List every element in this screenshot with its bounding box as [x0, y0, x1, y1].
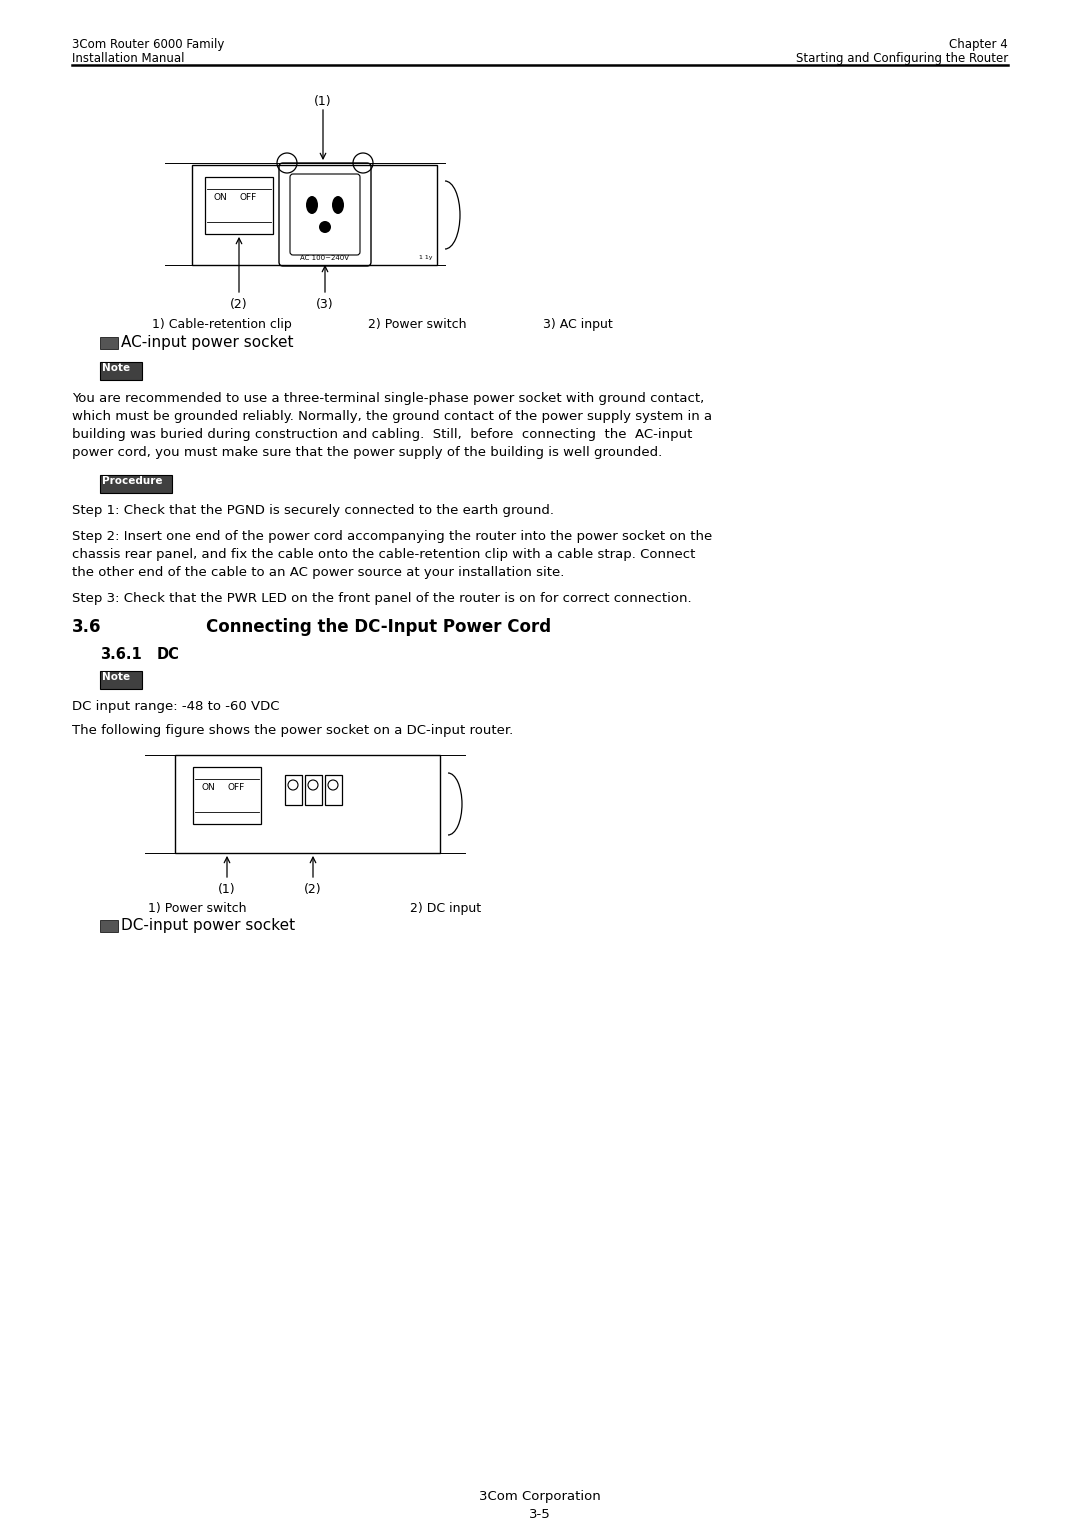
Text: 3Com Router 6000 Family: 3Com Router 6000 Family [72, 38, 225, 50]
Bar [100, 919, 118, 931]
Text: DC: DC [157, 647, 180, 663]
Text: AC 100~240V: AC 100~240V [300, 255, 350, 261]
Text: (2): (2) [230, 298, 247, 312]
Ellipse shape [319, 221, 330, 234]
Text: You are recommended to use a three-terminal single-phase power socket with groun: You are recommended to use a three-termi… [72, 392, 704, 405]
Text: Step 2: Insert one end of the power cord accompanying the router into the power : Step 2: Insert one end of the power cord… [72, 530, 712, 544]
Text: OFF: OFF [239, 192, 256, 202]
Text: 1) Cable-retention clip: 1) Cable-retention clip [152, 318, 292, 331]
Text: Step 1: Check that the PGND is securely connected to the earth ground.: Step 1: Check that the PGND is securely … [72, 504, 554, 518]
Text: 3) AC input: 3) AC input [543, 318, 612, 331]
Text: 3-5: 3-5 [529, 1509, 551, 1521]
Text: 1) Power switch: 1) Power switch [148, 902, 246, 915]
Bar [175, 754, 440, 854]
Bar [100, 362, 141, 380]
Bar [205, 177, 273, 234]
Text: AC-input power socket: AC-input power socket [121, 334, 294, 350]
Bar [192, 165, 437, 266]
Text: Procedure: Procedure [102, 476, 162, 486]
Text: 1 1y: 1 1y [419, 255, 432, 260]
Text: building was buried during construction and cabling.  Still,  before  connecting: building was buried during construction … [72, 428, 692, 441]
Ellipse shape [332, 195, 345, 214]
Text: Chapter 4: Chapter 4 [949, 38, 1008, 50]
Text: (2): (2) [305, 883, 322, 896]
Text: Note: Note [102, 363, 130, 373]
Text: DC input range: -48 to -60 VDC: DC input range: -48 to -60 VDC [72, 699, 280, 713]
Text: Connecting the DC-Input Power Cord: Connecting the DC-Input Power Cord [206, 618, 551, 637]
Bar [100, 337, 118, 350]
Text: DC-input power socket: DC-input power socket [121, 918, 295, 933]
Text: Installation Manual: Installation Manual [72, 52, 185, 66]
Text: which must be grounded reliably. Normally, the ground contact of the power suppl: which must be grounded reliably. Normall… [72, 411, 712, 423]
Text: Step 3: Check that the PWR LED on the front panel of the router is on for correc: Step 3: Check that the PWR LED on the fr… [72, 592, 691, 605]
Text: (1): (1) [218, 883, 235, 896]
Text: chassis rear panel, and fix the cable onto the cable-retention clip with a cable: chassis rear panel, and fix the cable on… [72, 548, 696, 560]
Text: 3.6.1: 3.6.1 [100, 647, 141, 663]
Bar [193, 767, 261, 825]
Text: 3.6: 3.6 [72, 618, 102, 637]
Bar [100, 670, 141, 689]
Text: (3): (3) [316, 298, 334, 312]
Text: The following figure shows the power socket on a DC-input router.: The following figure shows the power soc… [72, 724, 513, 738]
Bar [100, 475, 172, 493]
Bar [325, 776, 342, 805]
Text: power cord, you must make sure that the power supply of the building is well gro: power cord, you must make sure that the … [72, 446, 662, 460]
Bar [305, 776, 322, 805]
Text: 2) Power switch: 2) Power switch [368, 318, 467, 331]
Bar [285, 776, 302, 805]
Text: OFF: OFF [227, 783, 244, 793]
Text: ON: ON [213, 192, 227, 202]
Text: the other end of the cable to an AC power source at your installation site.: the other end of the cable to an AC powe… [72, 567, 565, 579]
Text: Starting and Configuring the Router: Starting and Configuring the Router [796, 52, 1008, 66]
Text: (1): (1) [314, 95, 332, 108]
Text: ON: ON [201, 783, 215, 793]
Ellipse shape [306, 195, 318, 214]
Text: Note: Note [102, 672, 130, 683]
Text: 3Com Corporation: 3Com Corporation [480, 1490, 600, 1503]
Text: 2) DC input: 2) DC input [410, 902, 481, 915]
